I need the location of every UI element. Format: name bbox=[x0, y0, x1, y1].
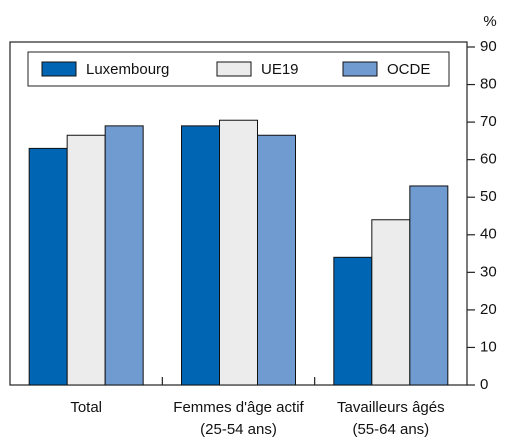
bar bbox=[333, 256, 373, 386]
y-tick-label: 30 bbox=[480, 263, 497, 280]
x-tick-label: Tavailleurs âgés (55-64 ans) bbox=[337, 399, 445, 438]
bar bbox=[28, 147, 68, 386]
legend-label: Luxembourg bbox=[86, 61, 169, 78]
y-tick-label: 60 bbox=[480, 151, 497, 168]
y-tick-label: 50 bbox=[480, 188, 497, 205]
legend-label: UE19 bbox=[261, 61, 299, 78]
bar bbox=[181, 125, 220, 386]
bar bbox=[371, 219, 411, 386]
y-tick-label: 70 bbox=[480, 113, 497, 130]
bar bbox=[66, 134, 106, 386]
y-tick-label: 80 bbox=[480, 76, 497, 93]
y-tick-label: 40 bbox=[480, 226, 497, 243]
legend-swatch bbox=[216, 61, 252, 77]
y-tick-label: 10 bbox=[480, 338, 497, 355]
x-tick-label: Total bbox=[70, 399, 102, 416]
unit-label: % bbox=[483, 13, 496, 30]
legend-swatch bbox=[41, 61, 77, 77]
bar bbox=[219, 119, 258, 386]
x-tick-label: Femmes d'âge actif (25-54 ans) bbox=[173, 399, 304, 438]
y-tick-label: 20 bbox=[480, 301, 497, 318]
y-tick-label: 90 bbox=[480, 38, 497, 55]
bar bbox=[104, 125, 144, 386]
legend-swatch bbox=[342, 61, 378, 77]
legend-label: OCDE bbox=[387, 61, 430, 78]
bar bbox=[409, 185, 449, 386]
y-tick-label: 0 bbox=[480, 376, 488, 393]
bar bbox=[257, 134, 296, 386]
